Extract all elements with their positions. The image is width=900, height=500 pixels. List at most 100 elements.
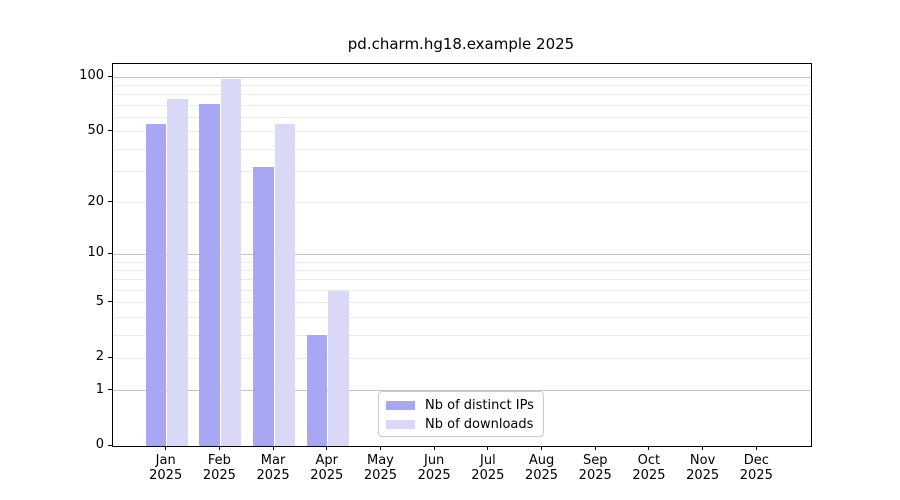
x-tick-year: 2025 — [471, 468, 505, 483]
legend: Nb of distinct IPs Nb of downloads — [378, 391, 544, 437]
y-tick-5 — [108, 301, 112, 303]
gridline-y-7 — [113, 279, 811, 281]
gridline-y-20 — [113, 202, 811, 204]
y-tick-label-50: 50 — [87, 122, 104, 138]
x-tick-label-may: May 2025 — [352, 453, 408, 483]
x-tick-jan — [165, 446, 167, 450]
x-tick-sep — [594, 446, 596, 450]
x-tick-label-nov: Nov 2025 — [675, 453, 731, 483]
x-tick-year: 2025 — [632, 468, 666, 483]
gridline-y-8 — [113, 269, 811, 271]
legend-swatch-downloads — [386, 420, 415, 429]
y-tick-label-2: 2 — [95, 349, 104, 365]
x-tick-year: 2025 — [363, 468, 397, 483]
y-tick-label-0: 0 — [95, 437, 104, 452]
x-tick-label-oct: Oct 2025 — [621, 453, 677, 483]
y-tick-label-5: 5 — [95, 293, 104, 309]
gridline-y-30 — [113, 171, 811, 173]
bar-feb-2025-nb-of-downloads — [220, 78, 242, 446]
y-tick-100 — [108, 75, 112, 77]
x-tick-jun — [433, 446, 435, 450]
x-tick-year: 2025 — [686, 468, 720, 483]
x-tick-month: Jul — [480, 453, 496, 468]
gridline-y-5 — [113, 302, 811, 304]
legend-item-distinct-ips: Nb of distinct IPs — [386, 396, 543, 415]
x-tick-label-dec: Dec 2025 — [728, 453, 784, 483]
gridline-y-6 — [113, 290, 811, 291]
x-tick-year: 2025 — [417, 468, 451, 483]
x-tick-month: Jun — [423, 453, 445, 468]
legend-label-downloads: Nb of downloads — [425, 417, 534, 432]
y-tick-20 — [108, 201, 112, 203]
x-tick-year: 2025 — [149, 468, 183, 483]
bar-jan-2025-nb-of-distinct-ips — [145, 124, 167, 446]
gridline-y-1 — [113, 390, 811, 392]
x-tick-year: 2025 — [578, 468, 612, 483]
gridline-y-2 — [113, 357, 811, 359]
x-tick-month: Dec — [743, 453, 769, 468]
gridline-y-4 — [113, 316, 811, 318]
x-tick-label-jul: Jul 2025 — [460, 453, 516, 483]
x-tick-jul — [487, 446, 489, 450]
y-tick-1 — [108, 389, 112, 391]
x-tick-month: Aug — [528, 453, 555, 468]
x-tick-month: Feb — [207, 453, 231, 468]
legend-swatch-distinct-ips — [386, 401, 415, 410]
x-tick-year: 2025 — [310, 468, 344, 483]
x-tick-feb — [218, 446, 220, 450]
x-tick-year: 2025 — [739, 468, 773, 483]
x-tick-month: Apr — [315, 453, 339, 468]
y-tick-50 — [108, 130, 112, 132]
bar-apr-2025-nb-of-downloads — [328, 290, 349, 446]
x-tick-dec — [755, 446, 757, 450]
y-tick-label-1: 1 — [95, 381, 104, 397]
x-tick-year: 2025 — [202, 468, 236, 483]
y-tick-0 — [108, 444, 112, 446]
x-tick-month: May — [367, 453, 394, 468]
x-tick-oct — [648, 446, 650, 450]
bar-jan-2025-nb-of-downloads — [167, 98, 188, 446]
bar-mar-2025-nb-of-distinct-ips — [253, 166, 274, 446]
x-tick-month: Jan — [155, 453, 176, 468]
x-tick-month: Mar — [260, 453, 286, 468]
gridline-y-3 — [113, 334, 811, 336]
x-tick-aug — [541, 446, 543, 450]
x-tick-year: 2025 — [524, 468, 559, 483]
gridline-y-80 — [113, 94, 811, 96]
x-tick-month: Oct — [637, 453, 661, 468]
gridline-y-9 — [113, 261, 811, 263]
chart-title: pd.charm.hg18.example 2025 — [347, 35, 575, 53]
x-tick-year: 2025 — [256, 468, 290, 483]
x-tick-label-mar: Mar 2025 — [245, 453, 301, 483]
x-tick-mar — [272, 446, 274, 450]
y-tick-label-100: 100 — [79, 68, 104, 84]
x-tick-may — [379, 446, 381, 450]
x-tick-label-jun: Jun 2025 — [406, 453, 462, 483]
gridline-y-100 — [113, 76, 811, 78]
legend-label-distinct-ips: Nb of distinct IPs — [425, 398, 534, 413]
plot-area: Nb of distinct IPs Nb of downloads — [112, 63, 812, 447]
x-tick-label-feb: Feb 2025 — [191, 453, 247, 483]
gridline-y-90 — [113, 85, 811, 87]
y-tick-10 — [108, 252, 112, 254]
gridline-y-60 — [113, 116, 811, 118]
y-tick-2 — [108, 356, 112, 358]
gridline-y-50 — [113, 131, 811, 133]
x-tick-label-aug: Aug 2025 — [514, 453, 570, 483]
bar-feb-2025-nb-of-distinct-ips — [199, 104, 220, 446]
y-tick-label-20: 20 — [87, 193, 104, 209]
gridline-y-70 — [113, 104, 811, 106]
bar-apr-2025-nb-of-distinct-ips — [306, 335, 328, 446]
x-tick-month: Sep — [582, 453, 608, 468]
x-tick-label-jan: Jan 2025 — [138, 453, 194, 483]
bar-mar-2025-nb-of-downloads — [274, 124, 296, 446]
x-tick-label-apr: Apr 2025 — [299, 453, 355, 483]
x-tick-month: Nov — [689, 453, 716, 468]
gridline-y-40 — [113, 148, 811, 150]
gridline-y-10 — [113, 253, 811, 255]
x-tick-apr — [326, 446, 328, 450]
x-tick-nov — [702, 446, 704, 450]
legend-item-downloads: Nb of downloads — [386, 415, 543, 434]
x-tick-label-sep: Sep 2025 — [567, 453, 623, 483]
